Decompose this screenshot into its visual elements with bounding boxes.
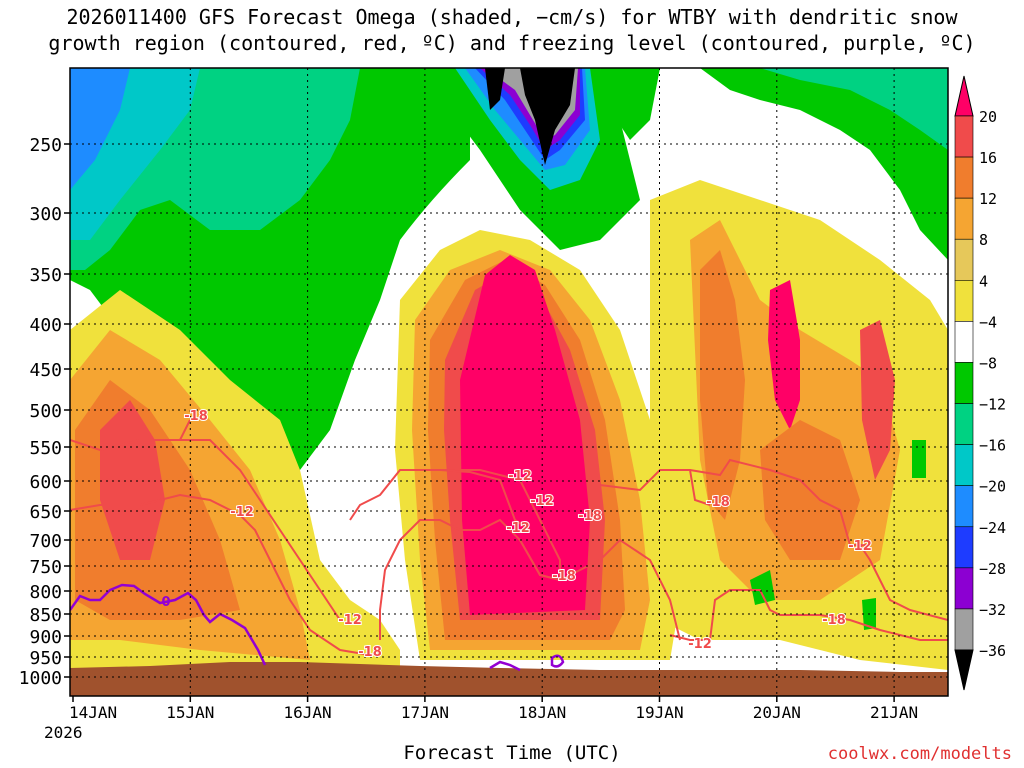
y-tick-label: 800 xyxy=(29,582,62,603)
colorbar-segment xyxy=(954,485,974,528)
colorbar-segment xyxy=(954,608,974,651)
y-tick-label: 750 xyxy=(29,557,62,578)
y-tick-label: 650 xyxy=(29,502,62,523)
colorbar-label: 12 xyxy=(979,190,997,208)
dgz-contour-label: -12 xyxy=(338,613,362,628)
y-tick-label: 600 xyxy=(29,472,62,493)
dgz-contour-label: -18 xyxy=(358,645,382,660)
colorbar-segment xyxy=(954,115,974,158)
colorbar-label: 20 xyxy=(979,108,997,126)
colorbar-bottom-arrow xyxy=(954,649,974,691)
x-tick-label: 17JAN xyxy=(401,703,449,722)
freezing-contour-main xyxy=(70,583,267,666)
colorbar-label: −8 xyxy=(979,354,997,372)
colorbar-label: −16 xyxy=(979,437,1006,455)
colorbar-top-arrow xyxy=(954,75,974,117)
dgz-contour-minus12-right2 xyxy=(859,544,948,621)
plot-frame xyxy=(69,67,949,697)
dgz-contour-label: -18 xyxy=(184,409,208,424)
colorbar-segment xyxy=(954,156,974,199)
freezing-contour-labels: 0 xyxy=(161,595,170,610)
dgz-contour-label: -18 xyxy=(552,569,576,584)
freezing-contour-label: 0 xyxy=(161,595,170,610)
dgz-contour-minus18-right xyxy=(599,458,870,546)
dgz-contour-minus12-left xyxy=(70,493,371,656)
dgz-contour-label: -12 xyxy=(230,505,254,520)
y-tick-label: 850 xyxy=(29,605,62,626)
x-tick-label: 20JAN xyxy=(753,703,801,722)
x-tick-label: 21JAN xyxy=(870,703,918,722)
x-axis-label: Forecast Time (UTC) xyxy=(403,742,621,764)
title-line-2: growth region (contoured, red, ºC) and f… xyxy=(48,31,976,55)
dgz-contour-label: -18 xyxy=(822,613,846,628)
y-tick-label: 550 xyxy=(29,438,62,459)
dgz-contour-label: -12 xyxy=(506,521,530,536)
x-axis: 14JAN 15JAN 16JAN 17JAN 18JAN 19JAN 20JAN 21JAN… xyxy=(44,696,918,742)
y-tick-label: 900 xyxy=(29,627,62,648)
dgz-contour-label: -18 xyxy=(578,509,602,524)
colorbar-label: −20 xyxy=(979,478,1006,496)
colorbar-label: 4 xyxy=(979,272,988,290)
title-line-1: 2026011400 GFS Forecast Omega (shaded, −… xyxy=(66,5,958,29)
colorbar-label: −4 xyxy=(979,313,997,331)
y-tick-label: 300 xyxy=(29,204,62,225)
colorbar-segment xyxy=(954,321,974,363)
dgz-contour-labels: -18-12-12-18-12-18-12 -18-12-18-12-18-12 xyxy=(183,408,873,661)
colorbar-segment xyxy=(954,280,974,322)
colorbar-label: −24 xyxy=(979,519,1006,537)
colorbar-label: −12 xyxy=(979,396,1006,414)
chart-title: 2026011400 GFS Forecast Omega (shaded, −… xyxy=(0,4,1024,56)
freezing-contour-blob xyxy=(550,654,565,668)
dgz-contour-minus12-right xyxy=(669,589,948,641)
colorbar-label: −32 xyxy=(979,601,1006,619)
x-year-label: 2026 xyxy=(44,723,83,742)
y-tick-label: 250 xyxy=(29,135,62,156)
y-tick-label: 500 xyxy=(29,401,62,422)
colorbar-segment xyxy=(954,567,974,610)
x-tick-label: 14JAN xyxy=(69,703,117,722)
colorbar-segment xyxy=(954,197,974,240)
dgz-contour-label: -12 xyxy=(688,637,712,652)
y-tick-label: 450 xyxy=(29,360,62,381)
y-tick-label: 1000 xyxy=(19,668,62,689)
dgz-contour-minus18-center xyxy=(400,469,531,531)
colorbar-segment xyxy=(954,444,974,486)
dgz-contour-label: -18 xyxy=(706,495,730,510)
grid-lines xyxy=(70,68,948,696)
colorbar-segment xyxy=(954,526,974,569)
y-tick-label: 350 xyxy=(29,265,62,286)
omega-shading xyxy=(70,68,948,696)
colorbar-segment xyxy=(954,238,974,281)
colorbar-label: 8 xyxy=(979,231,988,249)
dgz-contour-label: -12 xyxy=(848,539,872,554)
x-tick-label: 16JAN xyxy=(284,703,332,722)
dgz-contours xyxy=(70,419,948,656)
credit-link[interactable]: coolwx.com/modelts xyxy=(827,744,1012,764)
colorbar-label: 16 xyxy=(979,149,997,167)
colorbar-label: −36 xyxy=(979,642,1006,660)
dgz-contour-minus12-center xyxy=(519,538,681,641)
colorbar-segment xyxy=(954,362,974,404)
dgz-contour-label: -12 xyxy=(508,469,532,484)
colorbar-segment xyxy=(954,403,974,445)
colorbar: 20 16 12 8 4 −4 −8 −12 −16 −20 −24 −28 −32 −36 xyxy=(954,75,1006,691)
y-tick-label: 700 xyxy=(29,531,62,552)
y-tick-label: 950 xyxy=(29,648,62,669)
y-axis: 2503003504004505005506006507007508008509… xyxy=(19,135,70,689)
x-tick-label: 19JAN xyxy=(635,703,683,722)
dgz-contour-label: -12 xyxy=(530,494,554,509)
freezing-level-contours xyxy=(70,583,565,672)
x-tick-label: 18JAN xyxy=(518,703,566,722)
ground-surface xyxy=(70,662,948,696)
freezing-contour-mid xyxy=(489,660,521,672)
y-tick-label: 400 xyxy=(29,315,62,336)
colorbar-label: −28 xyxy=(979,560,1006,578)
x-tick-label: 15JAN xyxy=(166,703,214,722)
